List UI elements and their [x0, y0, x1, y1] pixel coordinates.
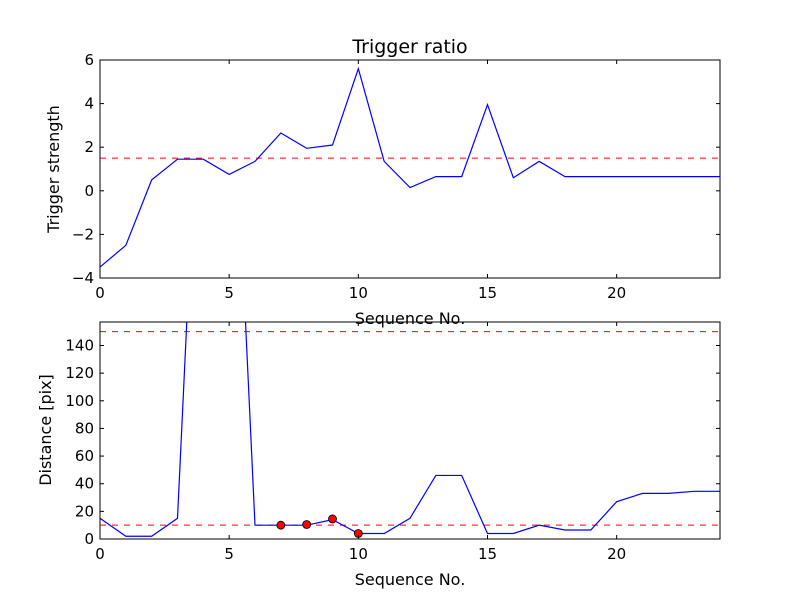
distance-ylabel: Distance [pix] — [36, 374, 55, 486]
distance-ytick-label: 100 — [65, 392, 94, 410]
distance-xtick-label: 0 — [95, 545, 105, 563]
trigger-ratio-xlabel: Sequence No. — [355, 309, 466, 328]
trigger-ratio-series-line — [99, 66, 720, 268]
trigger-ratio-axes: 0 5 10 15 20 −4 −2 0 2 4 6 Trigger ratio Sequence … — [44, 36, 721, 328]
distance-ytick-label: 60 — [75, 447, 94, 465]
trigger-ratio-data — [99, 66, 720, 268]
trigger-ratio-xtick-label: 15 — [478, 284, 497, 302]
trigger-ratio-ytick-label: 6 — [84, 51, 94, 69]
trigger-ratio-ylabel: Trigger strength — [44, 105, 63, 234]
trigger-ratio-ytick-label: −4 — [72, 269, 94, 287]
trigger-ratio-ytick-label: 0 — [84, 182, 94, 200]
distance-xtick-label: 10 — [349, 545, 368, 563]
distance-frame — [99, 321, 721, 540]
distance-data — [100, 322, 720, 538]
distance-ytick-label: 80 — [75, 419, 94, 437]
trigger-ratio-xtick-label: 10 — [349, 284, 368, 302]
distance-series-line — [100, 322, 720, 537]
trigger-ratio-xtick-label: 5 — [224, 284, 234, 302]
distance-xtick-label: 15 — [478, 545, 497, 563]
distance-ytick-label: 120 — [65, 364, 94, 382]
trigger-ratio-ticks: 0 5 10 15 20 −4 −2 0 2 4 6 — [72, 51, 720, 302]
distance-marker — [328, 514, 337, 524]
distance-xtick-label: 20 — [607, 545, 626, 563]
trigger-ratio-title: Trigger ratio — [351, 36, 467, 58]
distance-xlabel: Sequence No. — [355, 570, 466, 589]
trigger-ratio-xtick-label: 0 — [95, 284, 105, 302]
distance-ytick-label: 20 — [75, 502, 94, 520]
distance-xtick-label: 5 — [224, 545, 234, 563]
trigger-ratio-ytick-label: 2 — [84, 138, 94, 156]
trigger-ratio-ytick-label: −2 — [72, 225, 94, 243]
distance-ytick-label: 40 — [75, 475, 94, 493]
distance-ytick-label: 140 — [65, 336, 94, 354]
trigger-ratio-frame — [99, 59, 721, 279]
distance-ticks: 0 5 10 15 20 0 20 40 60 80 100 120 140 — [65, 322, 720, 563]
distance-marker — [302, 520, 312, 529]
distance-marker — [276, 520, 286, 530]
distance-ytick-label: 0 — [84, 530, 94, 548]
trigger-ratio-ytick-label: 4 — [84, 95, 94, 113]
trigger-ratio-xtick-label: 20 — [607, 284, 626, 302]
